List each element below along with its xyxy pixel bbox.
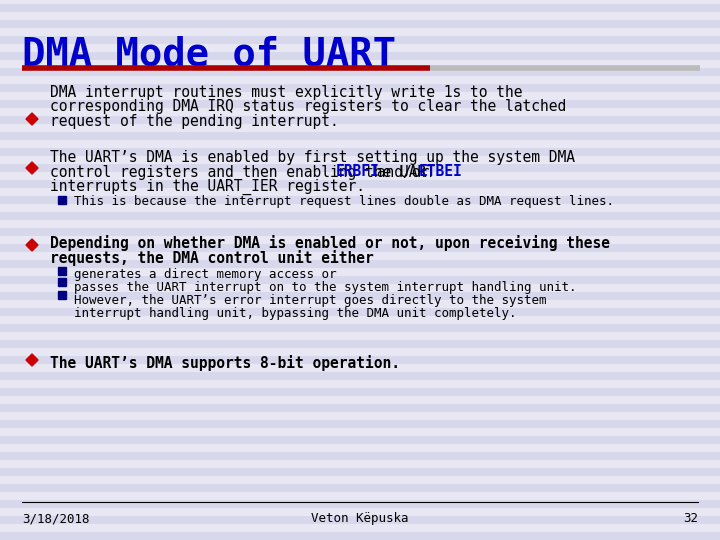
Bar: [0, 244, 720, 252]
Bar: [0, 420, 720, 428]
Text: 3/18/2018: 3/18/2018: [22, 512, 89, 525]
Text: The UART’s DMA is enabled by first setting up the system DMA: The UART’s DMA is enabled by first setti…: [50, 150, 575, 165]
Text: DMA Mode of UART: DMA Mode of UART: [22, 35, 396, 73]
Bar: [0, 20, 720, 28]
Bar: [58, 291, 66, 299]
Text: corresponding DMA IRQ status registers to clear the latched: corresponding DMA IRQ status registers t…: [50, 99, 566, 114]
Text: 32: 32: [683, 512, 698, 525]
Bar: [58, 278, 66, 286]
Bar: [0, 36, 720, 44]
Bar: [0, 4, 720, 12]
Text: control registers and then enabling the UART: control registers and then enabling the …: [50, 165, 444, 179]
Bar: [0, 100, 720, 108]
Text: request of the pending interrupt.: request of the pending interrupt.: [50, 114, 338, 129]
Text: Depending on whether DMA is enabled or not, upon receiving these: Depending on whether DMA is enabled or n…: [50, 235, 610, 251]
Bar: [0, 180, 720, 188]
Bar: [0, 404, 720, 412]
Bar: [0, 484, 720, 492]
Bar: [0, 356, 720, 364]
Polygon shape: [26, 354, 38, 366]
Bar: [0, 388, 720, 396]
Bar: [0, 372, 720, 380]
Text: requests, the DMA control unit either: requests, the DMA control unit either: [50, 249, 374, 266]
Text: However, the UART’s error interrupt goes directly to the system: However, the UART’s error interrupt goes…: [74, 294, 546, 307]
Bar: [0, 148, 720, 156]
Bar: [0, 132, 720, 140]
Bar: [0, 260, 720, 268]
Bar: [0, 116, 720, 124]
Text: This is because the interrupt request lines double as DMA request lines.: This is because the interrupt request li…: [74, 195, 614, 208]
Bar: [58, 267, 66, 275]
Polygon shape: [26, 162, 38, 174]
Text: generates a direct memory access or: generates a direct memory access or: [74, 268, 336, 281]
Polygon shape: [26, 239, 38, 251]
Text: and/or: and/or: [367, 165, 438, 179]
Bar: [0, 532, 720, 540]
Bar: [0, 500, 720, 508]
Polygon shape: [26, 113, 38, 125]
Bar: [0, 276, 720, 284]
Bar: [0, 68, 720, 76]
Bar: [0, 436, 720, 444]
Bar: [0, 292, 720, 300]
Bar: [0, 452, 720, 460]
Text: interrupt handling unit, bypassing the DMA unit completely.: interrupt handling unit, bypassing the D…: [74, 307, 516, 320]
Bar: [0, 324, 720, 332]
Text: DMA interrupt routines must explicitly write 1s to the: DMA interrupt routines must explicitly w…: [50, 85, 523, 100]
Bar: [0, 308, 720, 316]
Bar: [0, 164, 720, 172]
Text: interrupts in the UART_IER register.: interrupts in the UART_IER register.: [50, 179, 365, 195]
Text: passes the UART interrupt on to the system interrupt handling unit.: passes the UART interrupt on to the syst…: [74, 281, 577, 294]
Bar: [0, 196, 720, 204]
Text: The UART’s DMA supports 8-bit operation.: The UART’s DMA supports 8-bit operation.: [50, 355, 400, 371]
Text: Veton Këpuska: Veton Këpuska: [311, 512, 409, 525]
Bar: [0, 228, 720, 236]
Bar: [0, 84, 720, 92]
Text: ERBFI: ERBFI: [336, 165, 379, 179]
Bar: [0, 52, 720, 60]
Bar: [0, 516, 720, 524]
Bar: [0, 340, 720, 348]
Bar: [0, 212, 720, 220]
Bar: [0, 468, 720, 476]
Bar: [58, 195, 66, 204]
Text: ETBEI: ETBEI: [418, 165, 462, 179]
